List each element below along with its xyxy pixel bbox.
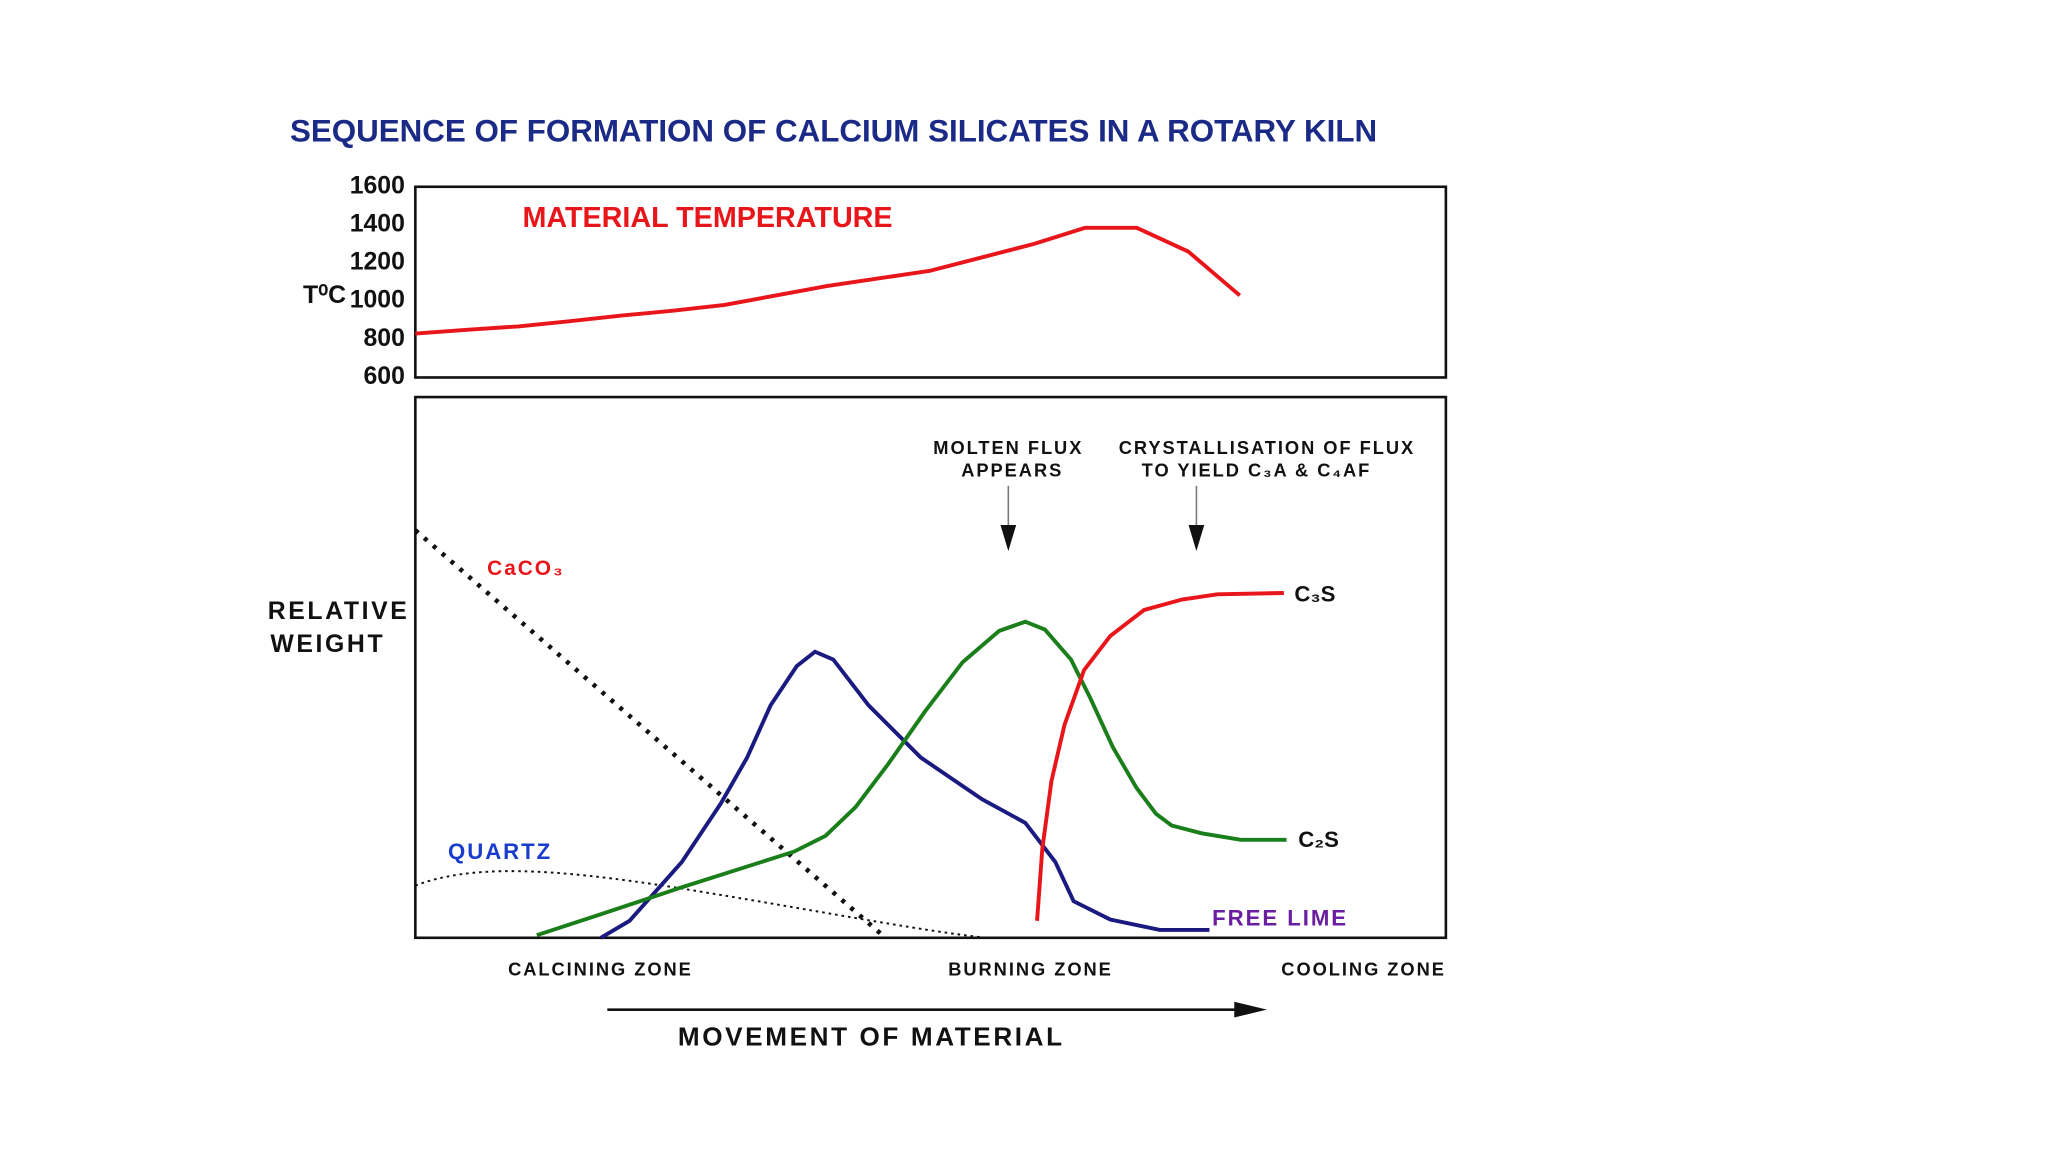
quartz-label: QUARTZ	[448, 839, 552, 864]
c3s-label: C₃S	[1294, 581, 1335, 606]
arrow-head	[1000, 525, 1017, 552]
bottom-frame	[414, 395, 1448, 940]
y-tick-label: 600	[364, 363, 405, 390]
y-tick-label: 1400	[350, 210, 405, 237]
title: SEQUENCE OF FORMATION OF CALCIUM SILICAT…	[290, 114, 1377, 149]
zone-label: CALCINING ZONE	[508, 958, 693, 979]
zone-label: COOLING ZONE	[1281, 958, 1446, 979]
annotation: TO YIELD C₃A & C₄AF	[1142, 459, 1372, 480]
y-tick-label: 1000	[350, 287, 405, 314]
y-label: WEIGHT	[270, 631, 385, 658]
arrow-head	[1188, 525, 1205, 552]
arrow-label: MOVEMENT OF MATERIAL	[678, 1021, 1065, 1051]
y-tick-label: 1600	[350, 172, 405, 199]
caco3-curve	[413, 528, 888, 940]
free-lime-curve	[599, 649, 1210, 940]
zone-label: BURNING ZONE	[948, 958, 1113, 979]
y-axis-label: T⁰C	[303, 282, 346, 309]
caco3-label: CaCO₃	[487, 557, 564, 580]
c3s-curve	[1035, 591, 1284, 921]
y-tick-label: 1200	[350, 249, 405, 276]
y-label: RELATIVE	[268, 598, 410, 625]
c2s-curve	[536, 619, 1287, 938]
annotation: MOLTEN FLUX	[933, 437, 1083, 458]
temperature-line	[415, 225, 1242, 336]
series-label: MATERIAL TEMPERATURE	[522, 202, 892, 234]
c2s-label: C₂S	[1298, 827, 1339, 852]
y-tick-label: 800	[364, 325, 405, 352]
free-lime-label: FREE LIME	[1212, 905, 1348, 930]
annotation: CRYSTALLISATION OF FLUX	[1119, 437, 1415, 458]
annotation: APPEARS	[961, 459, 1063, 480]
arrow-head	[1234, 1001, 1267, 1018]
top-frame	[414, 185, 1448, 379]
